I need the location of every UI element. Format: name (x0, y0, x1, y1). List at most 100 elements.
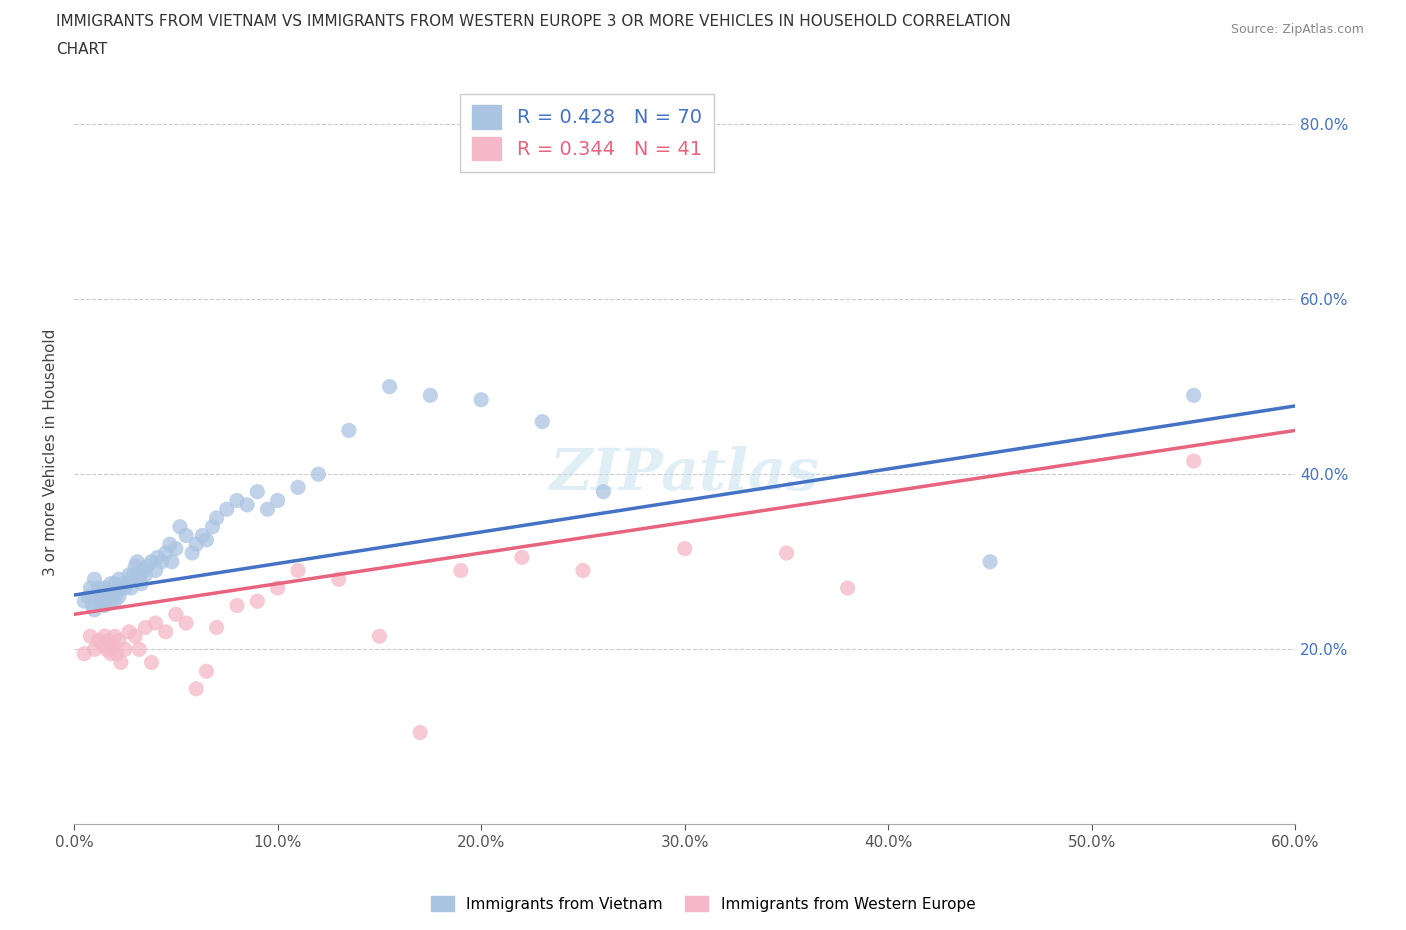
Point (165, 607, 187, 622)
Point (186, 537, 208, 551)
Point (592, 485, 614, 499)
Point (93, 580, 115, 595)
Point (104, 577, 127, 591)
Point (124, 572, 146, 587)
Point (673, 541, 696, 556)
Point (124, 629, 146, 644)
Point (146, 550, 169, 565)
Point (128, 642, 150, 657)
Point (79, 580, 101, 595)
Point (246, 593, 269, 608)
Point (169, 519, 191, 534)
Point (174, 528, 197, 543)
Y-axis label: 3 or more Vehicles in Household: 3 or more Vehicles in Household (44, 328, 58, 576)
Point (118, 567, 141, 582)
Point (96, 585, 118, 600)
Point (141, 655, 163, 670)
Point (73, 646, 96, 661)
Point (195, 533, 218, 548)
Point (114, 580, 136, 595)
Point (108, 590, 131, 604)
Point (155, 624, 177, 639)
Point (160, 554, 183, 569)
Point (105, 646, 128, 661)
Point (93, 629, 115, 644)
Text: IMMIGRANTS FROM VIETNAM VS IMMIGRANTS FROM WESTERN EUROPE 3 OR MORE VEHICLES IN : IMMIGRANTS FROM VIETNAM VS IMMIGRANTS FR… (56, 14, 1011, 29)
Point (141, 554, 163, 569)
Point (115, 577, 138, 591)
Point (97, 633, 120, 648)
Point (159, 537, 181, 551)
Point (165, 541, 187, 556)
Point (87, 633, 110, 648)
Point (409, 725, 432, 740)
Point (101, 638, 124, 653)
Point (105, 585, 128, 600)
Point (181, 546, 204, 561)
Point (256, 502, 278, 517)
Point (368, 629, 391, 644)
Point (174, 616, 197, 631)
Point (145, 563, 167, 578)
Point (132, 563, 155, 578)
Text: ZIPatlas: ZIPatlas (550, 446, 820, 503)
Point (127, 554, 149, 569)
Point (510, 550, 533, 565)
Point (79, 629, 101, 644)
Point (226, 598, 249, 613)
Point (155, 546, 177, 561)
Point (110, 655, 132, 670)
Point (450, 563, 472, 578)
Point (97, 590, 120, 604)
Point (83, 572, 105, 587)
Point (128, 567, 150, 582)
Point (136, 559, 159, 574)
Point (108, 572, 131, 587)
Point (186, 682, 208, 697)
Point (77, 590, 100, 604)
Point (979, 554, 1001, 569)
Point (91, 585, 114, 600)
Point (83, 642, 105, 657)
Point (129, 577, 152, 591)
Point (337, 423, 360, 438)
Point (104, 629, 127, 644)
Point (124, 559, 146, 574)
Point (101, 590, 124, 604)
Point (470, 392, 492, 407)
Point (122, 567, 145, 582)
Point (195, 664, 218, 679)
Point (96, 642, 118, 657)
Point (118, 624, 141, 639)
Point (287, 563, 309, 578)
Point (775, 546, 797, 561)
Point (266, 493, 288, 508)
Legend: Immigrants from Vietnam, Immigrants from Western Europe: Immigrants from Vietnam, Immigrants from… (425, 889, 981, 918)
Point (378, 379, 401, 394)
Point (205, 511, 228, 525)
Point (201, 519, 224, 534)
Point (83, 603, 105, 618)
Point (134, 567, 156, 582)
Point (215, 502, 238, 517)
Point (145, 616, 167, 631)
Point (837, 580, 859, 595)
Point (91, 638, 114, 653)
Point (266, 580, 288, 595)
Point (205, 620, 228, 635)
Point (1182, 388, 1205, 403)
Point (134, 620, 156, 635)
Text: CHART: CHART (56, 42, 108, 57)
Point (114, 642, 136, 657)
Legend: R = 0.428   N = 70, R = 0.344   N = 41: R = 0.428 N = 70, R = 0.344 N = 41 (461, 94, 714, 172)
Point (96, 593, 118, 608)
Point (236, 498, 259, 512)
Point (90, 593, 112, 608)
Point (110, 580, 132, 595)
Point (191, 528, 214, 543)
Point (328, 572, 350, 587)
Point (82, 598, 104, 613)
Point (93, 598, 115, 613)
Point (86, 590, 108, 604)
Point (73, 593, 96, 608)
